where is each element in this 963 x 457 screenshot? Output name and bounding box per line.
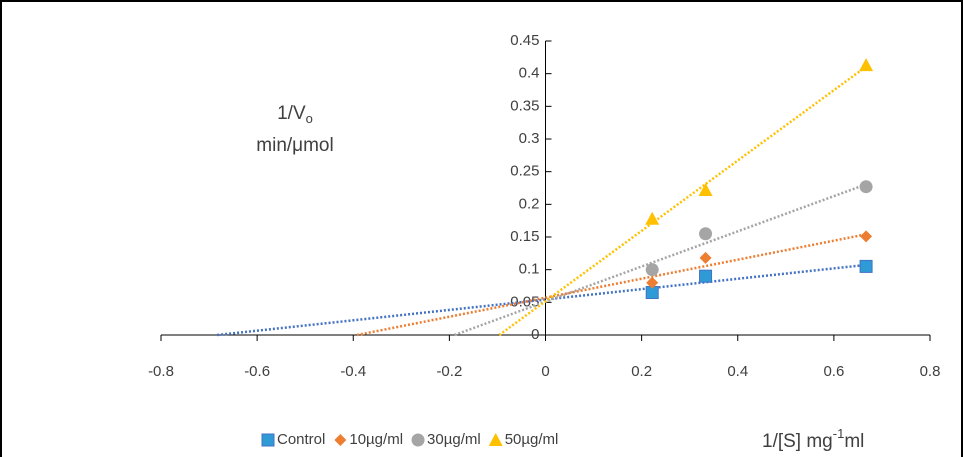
legend-marker bbox=[411, 433, 425, 447]
x-label-end: ml bbox=[844, 431, 864, 452]
x-tick-label: -0.8 bbox=[148, 363, 174, 380]
x-label-sup: -1 bbox=[833, 426, 845, 441]
legend-label: 10µg/ml bbox=[349, 431, 403, 448]
point bbox=[645, 211, 660, 225]
y-label-main: 1/V bbox=[277, 103, 306, 124]
point bbox=[646, 276, 659, 289]
x-tick-label: 0.2 bbox=[631, 363, 652, 380]
y-tick-label: 0.2 bbox=[519, 195, 540, 212]
legend-label: 30µg/ml bbox=[427, 431, 481, 448]
x-tick-label: -0.2 bbox=[436, 363, 462, 380]
x-label-main: 1/[S] mg bbox=[762, 431, 833, 452]
y-tick-label: 0.35 bbox=[510, 97, 539, 114]
x-tick-label: 0.4 bbox=[727, 363, 748, 380]
y-label-unit: min/μmol bbox=[256, 135, 333, 156]
y-tick-label: 0.3 bbox=[519, 130, 540, 147]
x-tick-label: -0.6 bbox=[244, 363, 270, 380]
y-tick-label: 0.15 bbox=[510, 228, 539, 245]
legend-label: Control bbox=[277, 431, 325, 448]
y-tick-label: 0.1 bbox=[519, 261, 540, 278]
y-label: 1/Vo bbox=[277, 103, 313, 126]
point bbox=[859, 58, 874, 72]
point bbox=[699, 269, 713, 283]
point bbox=[859, 259, 873, 273]
trendline bbox=[356, 233, 867, 337]
y-tick-label: 0.4 bbox=[519, 65, 540, 82]
y-tick-label: 0 bbox=[531, 326, 539, 343]
y-label-sub: o bbox=[306, 111, 313, 126]
trendline bbox=[217, 263, 867, 337]
x-tick-label: 0.8 bbox=[920, 363, 941, 380]
point bbox=[645, 263, 659, 277]
x-tick-label: 0 bbox=[541, 363, 549, 380]
trendline bbox=[454, 183, 867, 337]
point bbox=[859, 180, 873, 194]
point bbox=[699, 251, 712, 264]
legend-marker bbox=[261, 433, 275, 447]
legend-marker bbox=[334, 434, 347, 446]
y-tick-label: 0.45 bbox=[510, 32, 539, 49]
point bbox=[860, 230, 873, 243]
x-label: 1/[S] mg-1ml bbox=[762, 426, 864, 452]
y-tick-label: 0.25 bbox=[510, 163, 539, 180]
point bbox=[698, 182, 713, 196]
point bbox=[699, 227, 713, 241]
x-tick-label: -0.4 bbox=[340, 363, 366, 380]
legend-marker bbox=[488, 433, 503, 446]
x-tick-label: 0.6 bbox=[823, 363, 844, 380]
legend-label: 50µg/ml bbox=[505, 431, 559, 448]
